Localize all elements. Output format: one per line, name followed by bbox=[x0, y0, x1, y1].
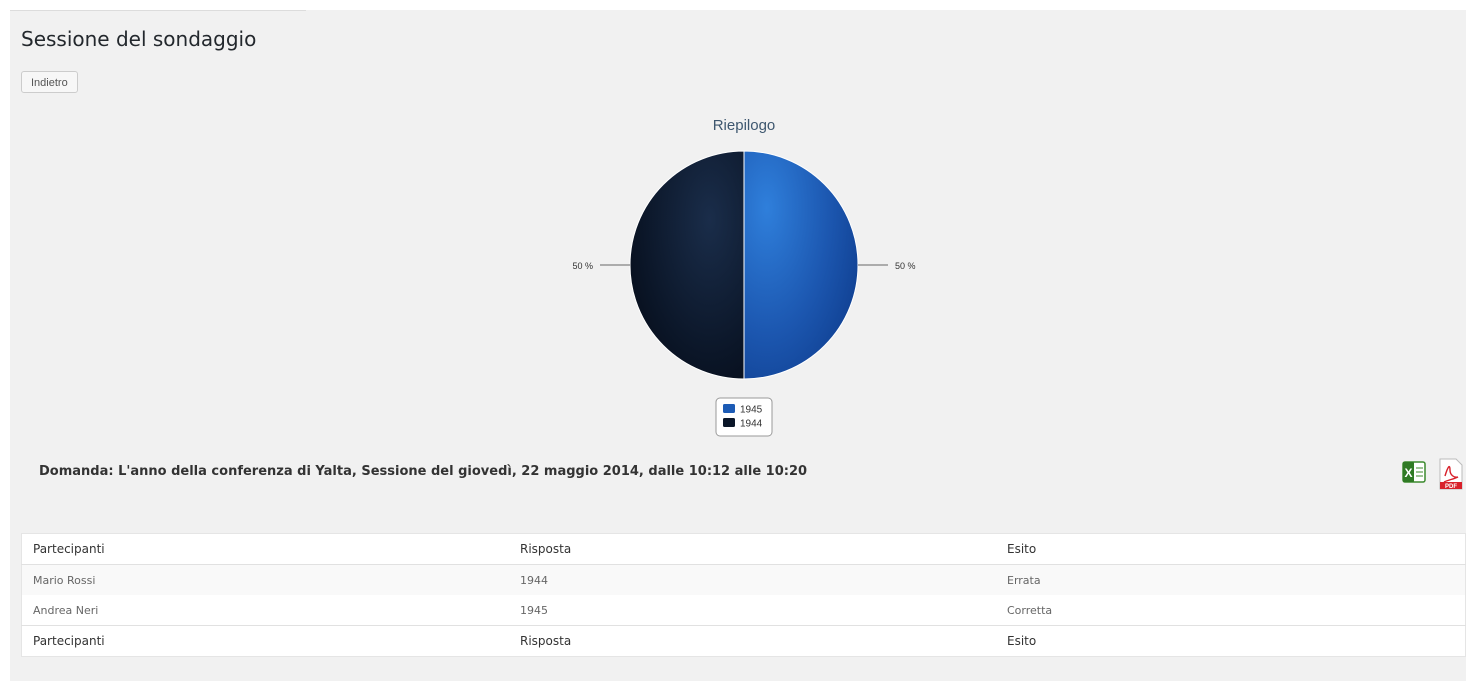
legend-item-1944[interactable]: 1944 bbox=[740, 419, 763, 430]
legend-swatch-1944 bbox=[723, 418, 735, 427]
cell-participant: Mario Rossi bbox=[33, 573, 96, 587]
question-text: Domanda: L'anno della conferenza di Yalt… bbox=[39, 464, 808, 479]
cell-answer: 1945 bbox=[520, 603, 548, 617]
pie-slice-1944[interactable] bbox=[629, 150, 745, 380]
table-row: Mario Rossi 1944 Errata bbox=[21, 564, 1466, 595]
divider bbox=[10, 10, 306, 11]
results-table: Partecipanti Risposta Esito Mario Rossi … bbox=[21, 533, 1466, 657]
column-header-participants[interactable]: Partecipanti bbox=[21, 533, 509, 565]
page-title: Sessione del sondaggio bbox=[21, 27, 257, 51]
cell-result: Corretta bbox=[1007, 603, 1053, 617]
pie-chart-svg: Riepilogo 50 % 50 % 1945 1944 bbox=[572, 117, 916, 437]
column-footer-result: Esito bbox=[996, 625, 1466, 657]
cell-participant: Andrea Neri bbox=[33, 603, 99, 617]
back-button[interactable]: Indietro bbox=[21, 71, 78, 93]
column-header-result[interactable]: Esito bbox=[996, 533, 1466, 565]
chart-legend: 1945 1944 bbox=[715, 397, 773, 437]
pie-chart: Riepilogo 50 % 50 % 1945 1944 bbox=[560, 110, 930, 440]
pdf-icon-label: PDF bbox=[1445, 484, 1457, 490]
table-footer-row: Partecipanti Risposta Esito bbox=[21, 625, 1466, 657]
column-footer-answer: Risposta bbox=[509, 625, 996, 657]
column-footer-participants: Partecipanti bbox=[21, 625, 509, 657]
pie-slice-1945[interactable] bbox=[743, 150, 859, 380]
pie-data-label: 50 % bbox=[572, 261, 593, 271]
cell-answer: 1944 bbox=[520, 573, 548, 587]
table-header-row: Partecipanti Risposta Esito bbox=[21, 533, 1466, 565]
excel-icon[interactable]: X bbox=[1400, 458, 1428, 494]
legend-swatch-1945 bbox=[723, 404, 735, 413]
pdf-icon[interactable]: PDF bbox=[1438, 458, 1464, 494]
table-row: Andrea Neri 1945 Corretta bbox=[22, 595, 1466, 626]
chart-title: Riepilogo bbox=[713, 117, 776, 134]
column-header-answer[interactable]: Risposta bbox=[509, 533, 996, 565]
cell-result: Errata bbox=[1007, 573, 1041, 587]
pie-data-label: 50 % bbox=[895, 261, 916, 271]
legend-item-1945[interactable]: 1945 bbox=[740, 405, 763, 416]
export-toolbar: X PDF bbox=[1400, 458, 1464, 494]
excel-icon-letter: X bbox=[1404, 466, 1412, 480]
